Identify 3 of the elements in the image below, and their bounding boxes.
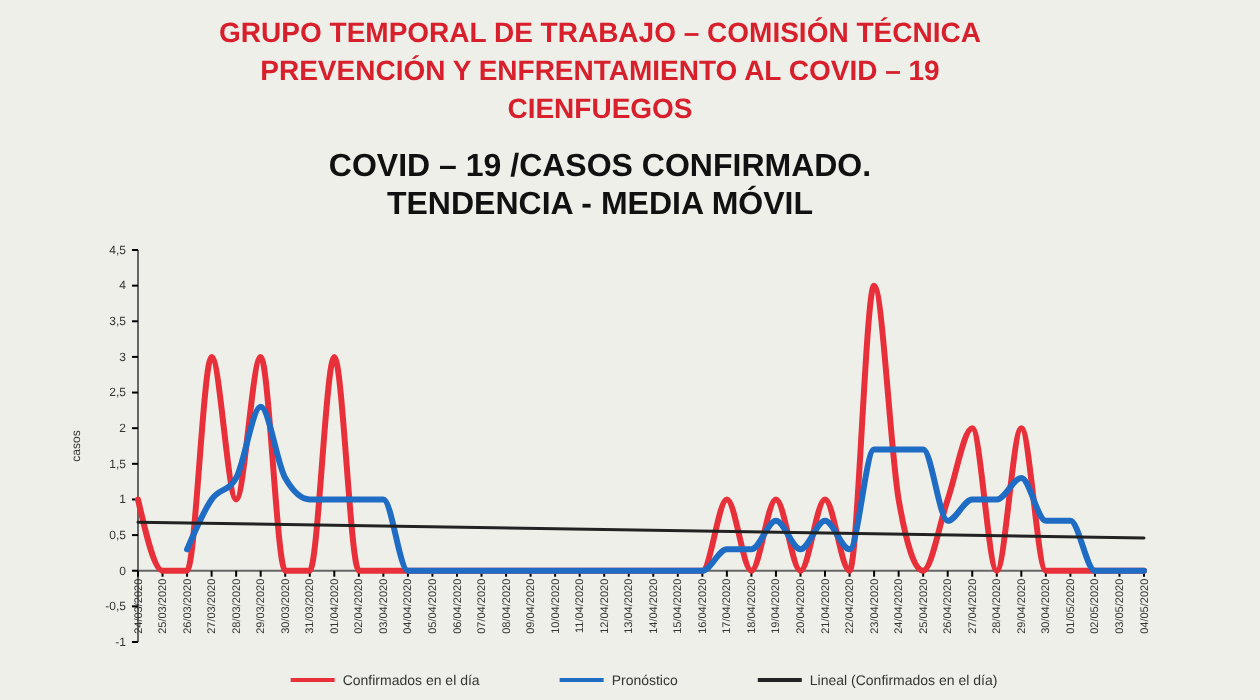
chart-title: GRUPO TEMPORAL DE TRABAJO – COMISIÓN TÉCNICA PREVENCIÓN Y ENFRENTAMIENTO AL COVID – 19 CIENFUEGOS — [219, 16, 981, 124]
line-series — [184, 403, 1147, 574]
chart-subtitle: COVID – 19 /CASOS CONFIRMADO. TENDENCIA - MEDIA MÓVIL — [328, 150, 872, 222]
